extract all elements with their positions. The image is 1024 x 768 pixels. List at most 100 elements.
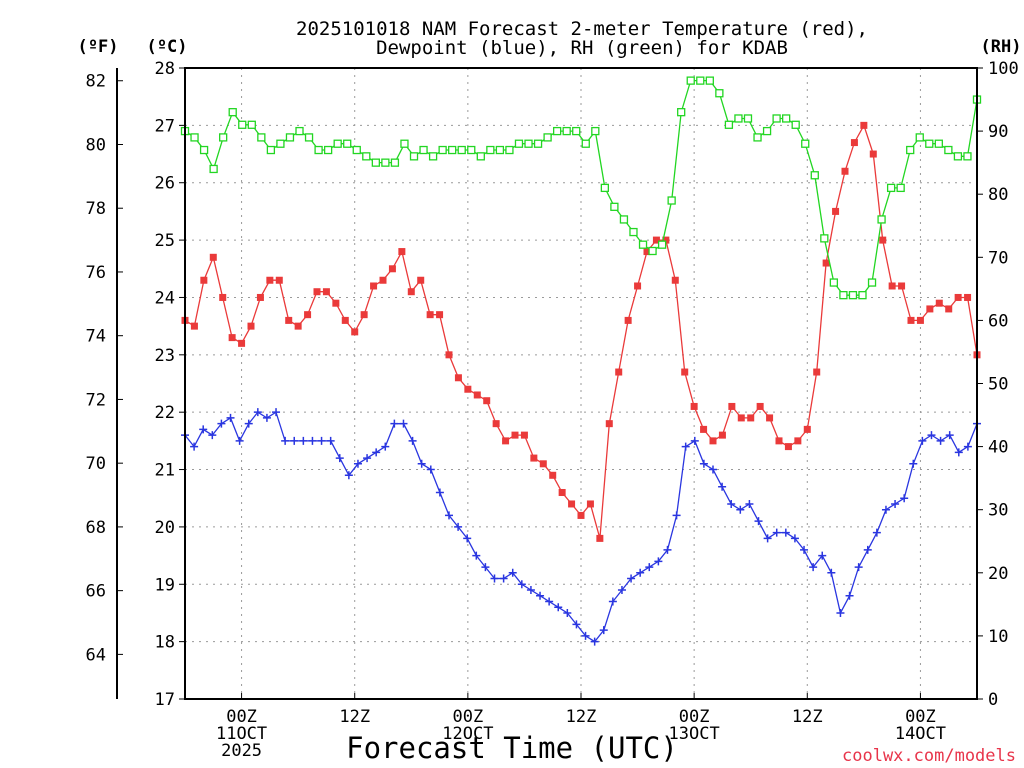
dewpoint-point xyxy=(818,551,827,560)
dewpoint-point xyxy=(408,436,417,445)
dewpoint-point xyxy=(463,534,472,543)
rh-series xyxy=(180,76,982,300)
dewpoint-point xyxy=(299,436,308,445)
dewpoint-point xyxy=(226,413,235,422)
fahrenheit-unit-label: (ºF) xyxy=(78,37,119,57)
fahrenheit-tick-label: 74 xyxy=(86,327,106,347)
time-tick-label: 12OCT xyxy=(442,724,493,744)
dewpoint-point xyxy=(654,557,663,566)
rh-point xyxy=(791,120,800,129)
dewpoint-point xyxy=(900,494,909,503)
rh-point xyxy=(581,139,590,148)
dewpoint-point xyxy=(363,454,372,463)
fahrenheit-tick-label: 68 xyxy=(86,518,106,538)
chart-title-line-2: Dewpoint (blue), RH (green) for KDAB xyxy=(376,37,788,59)
rh-tick-label: 90 xyxy=(988,122,1008,142)
dewpoint-point xyxy=(836,608,845,617)
dewpoint-point xyxy=(663,545,672,554)
rh-point xyxy=(591,126,600,136)
temperature-point xyxy=(256,293,264,301)
dewpoint-point xyxy=(344,471,353,480)
rh-point xyxy=(782,114,791,123)
dewpoint-point xyxy=(472,551,481,560)
fahrenheit-tick-label: 80 xyxy=(86,135,106,155)
rh-point xyxy=(495,145,505,155)
dewpoint-point xyxy=(262,413,271,422)
celsius-unit-label: (ºC) xyxy=(147,37,188,57)
rh-point xyxy=(667,196,676,205)
dewpoint-point xyxy=(800,545,809,554)
dewpoint-point xyxy=(809,563,818,572)
rh-point xyxy=(925,139,934,148)
time-tick-label: 12Z xyxy=(339,707,370,727)
rh-point xyxy=(839,291,848,300)
temperature-point xyxy=(756,402,764,410)
temperature-point xyxy=(436,311,444,319)
rh-point xyxy=(867,278,877,287)
temperature-point xyxy=(822,259,830,267)
dewpoint-point xyxy=(526,586,535,595)
rh-point xyxy=(190,133,199,142)
fahrenheit-tick-label: 82 xyxy=(86,72,106,92)
celsius-tick-label: 20 xyxy=(155,518,175,538)
rh-point xyxy=(419,145,428,155)
temperature-point xyxy=(898,282,906,290)
fahrenheit-tick-label: 66 xyxy=(86,582,106,602)
dewpoint-point xyxy=(863,545,872,554)
dewpoint-series xyxy=(181,408,981,646)
dewpoint-point xyxy=(572,620,581,629)
dewpoint-point xyxy=(891,499,900,508)
rh-point xyxy=(219,133,228,142)
temperature-point xyxy=(926,305,934,313)
temperature-point xyxy=(304,311,312,319)
dewpoint-point xyxy=(590,637,599,646)
rh-point xyxy=(209,164,218,174)
celsius-tick-label: 22 xyxy=(155,403,175,423)
dewpoint-point xyxy=(681,442,690,451)
temperature-point xyxy=(935,299,943,307)
dewpoint-point xyxy=(945,431,954,440)
temperature-point xyxy=(351,328,359,336)
rh-point xyxy=(390,158,400,167)
dewpoint-point xyxy=(954,448,963,457)
dewpoint-point xyxy=(963,442,972,451)
dewpoint-point xyxy=(645,563,654,572)
dewpoint-point xyxy=(508,568,517,577)
temperature-point xyxy=(954,293,962,301)
dewpoint-point xyxy=(426,465,435,474)
temperature-point xyxy=(502,437,510,445)
temperature-point xyxy=(624,316,632,324)
dewpoint-point xyxy=(536,591,545,600)
grid-lines xyxy=(185,68,977,699)
rh-point xyxy=(619,215,629,224)
rh-point xyxy=(772,114,781,123)
rh-tick-label: 10 xyxy=(988,627,1008,647)
dewpoint-point xyxy=(244,419,253,428)
rh-point xyxy=(638,240,648,249)
temperature-point xyxy=(586,500,594,508)
rh-point xyxy=(906,145,915,155)
celsius-tick-label: 18 xyxy=(155,633,175,653)
rh-point xyxy=(686,76,695,85)
dewpoint-point xyxy=(881,505,890,514)
dewpoint-point xyxy=(627,574,636,583)
temperature-point xyxy=(228,334,236,342)
celsius-tick-label: 27 xyxy=(155,116,175,136)
dewpoint-point xyxy=(253,408,262,417)
rh-point xyxy=(858,291,867,300)
rh-point xyxy=(524,139,533,148)
temperature-point xyxy=(728,402,736,410)
rh-point xyxy=(352,145,361,155)
rh-tick-label: 30 xyxy=(988,501,1008,521)
temperature-point xyxy=(417,276,425,284)
rh-point xyxy=(285,133,295,142)
temperature-point xyxy=(681,368,689,376)
temperature-point xyxy=(407,288,415,296)
rh-point xyxy=(963,152,972,161)
rh-point xyxy=(705,76,714,85)
dewpoint-point xyxy=(563,608,572,617)
dewpoint-point xyxy=(727,499,736,508)
temperature-point xyxy=(605,420,613,428)
dewpoint-point xyxy=(308,436,317,445)
